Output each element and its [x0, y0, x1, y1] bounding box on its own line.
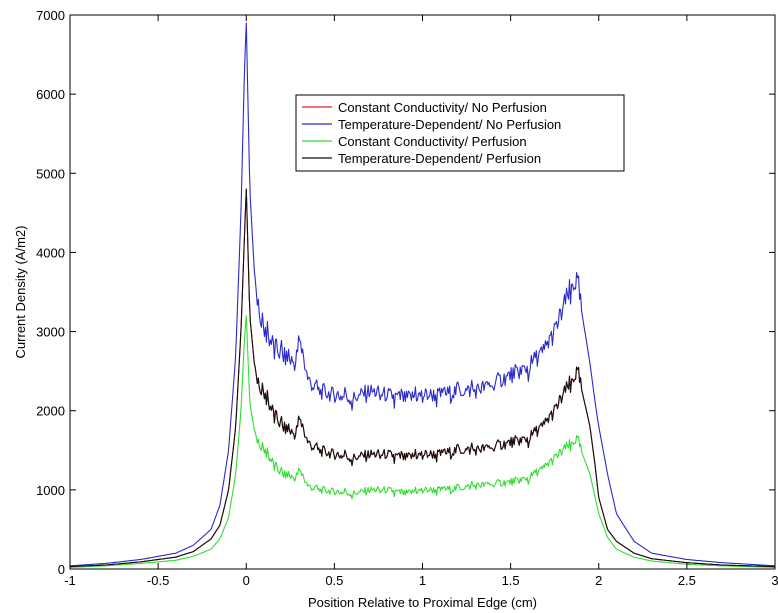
x-tick-label: -1: [64, 573, 76, 588]
y-tick-label: 3000: [36, 325, 65, 340]
series-line-3: [70, 188, 775, 568]
x-tick-label: 0.5: [325, 573, 343, 588]
y-tick-label: 4000: [36, 245, 65, 260]
y-tick-label: 1000: [36, 483, 65, 498]
x-tick-label: 1: [419, 573, 426, 588]
series-line-1: [70, 22, 775, 567]
y-tick-label: 2000: [36, 404, 65, 419]
x-tick-label: 1.5: [502, 573, 520, 588]
x-tick-label: 2: [595, 573, 602, 588]
legend-label-0: Constant Conductivity/ No Perfusion: [338, 100, 547, 115]
legend: Constant Conductivity/ No Perfusion Tempe…: [295, 94, 625, 172]
legend-label-1: Temperature-Dependent/ No Perfusion: [338, 117, 561, 132]
legend-label-3: Temperature-Dependent/ Perfusion: [338, 151, 541, 166]
y-axis-label: Current Density (A/m2): [13, 226, 28, 359]
y-tick-label: 0: [58, 562, 65, 577]
y-tick-label: 7000: [36, 8, 65, 23]
x-axis-label: Position Relative to Proximal Edge (cm): [308, 595, 537, 610]
y-tick-label: 5000: [36, 166, 65, 181]
series-line-2: [70, 315, 775, 568]
series-line-0: [70, 188, 775, 568]
series-layer: [70, 22, 775, 568]
y-tick-label: 6000: [36, 87, 65, 102]
legend-box: [295, 94, 625, 172]
x-tick-label: 2.5: [678, 573, 696, 588]
x-tick-label: -0.5: [147, 573, 169, 588]
x-tick-label: 0: [243, 573, 250, 588]
ticks-layer: -1 -0.5 0 0.5 1 1.5 2 2.5 3 0 1000 2000 3000 4000 5000…: [36, 8, 778, 588]
legend-label-2: Constant Conductivity/ Perfusion: [338, 134, 527, 149]
x-tick-label: 3: [771, 573, 778, 588]
